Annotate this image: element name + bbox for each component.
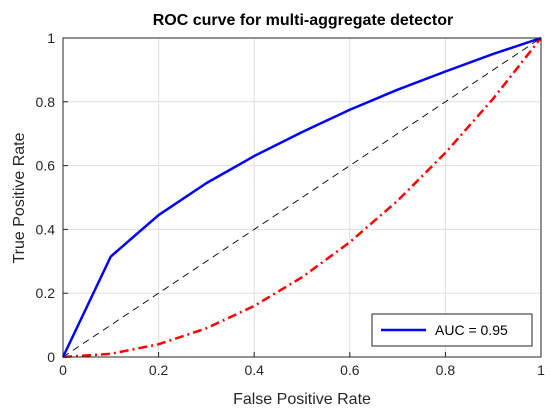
x-axis-label: False Positive Rate — [233, 391, 371, 408]
plot-frame — [62, 37, 542, 358]
y-tick-label: 0.8 — [36, 94, 56, 110]
legend: AUC = 0.95 — [371, 313, 533, 347]
y-tick-label: 1 — [47, 30, 55, 46]
x-tick-label: 0.6 — [340, 362, 360, 378]
series-line-solid — [61, 36, 542, 358]
x-tick-label: 0.8 — [436, 362, 456, 378]
x-tick-label: 0 — [59, 362, 67, 378]
y-axis-label: True Positive Rate — [11, 132, 28, 263]
x-tick-label: 0.4 — [244, 362, 264, 378]
ticks: 00 0.2 0.2 0.4 0.4 0.6 0.6 0.8 0.8 1 1 — [36, 30, 546, 378]
y-tick-label: 0.6 — [36, 158, 56, 174]
series-group — [61, 36, 542, 359]
y-tick-label: 0.2 — [36, 285, 56, 301]
y-tick-label: 0 — [47, 349, 55, 365]
legend-label-auc: AUC = 0.95 — [435, 322, 508, 338]
y-tick-label: 0.4 — [36, 221, 56, 237]
x-tick-label: 0.2 — [149, 362, 169, 378]
series-line-dashdot — [62, 37, 542, 359]
x-tick-label: 1 — [537, 362, 545, 378]
chart-title: ROC curve for multi-aggregate detector — [153, 12, 454, 29]
